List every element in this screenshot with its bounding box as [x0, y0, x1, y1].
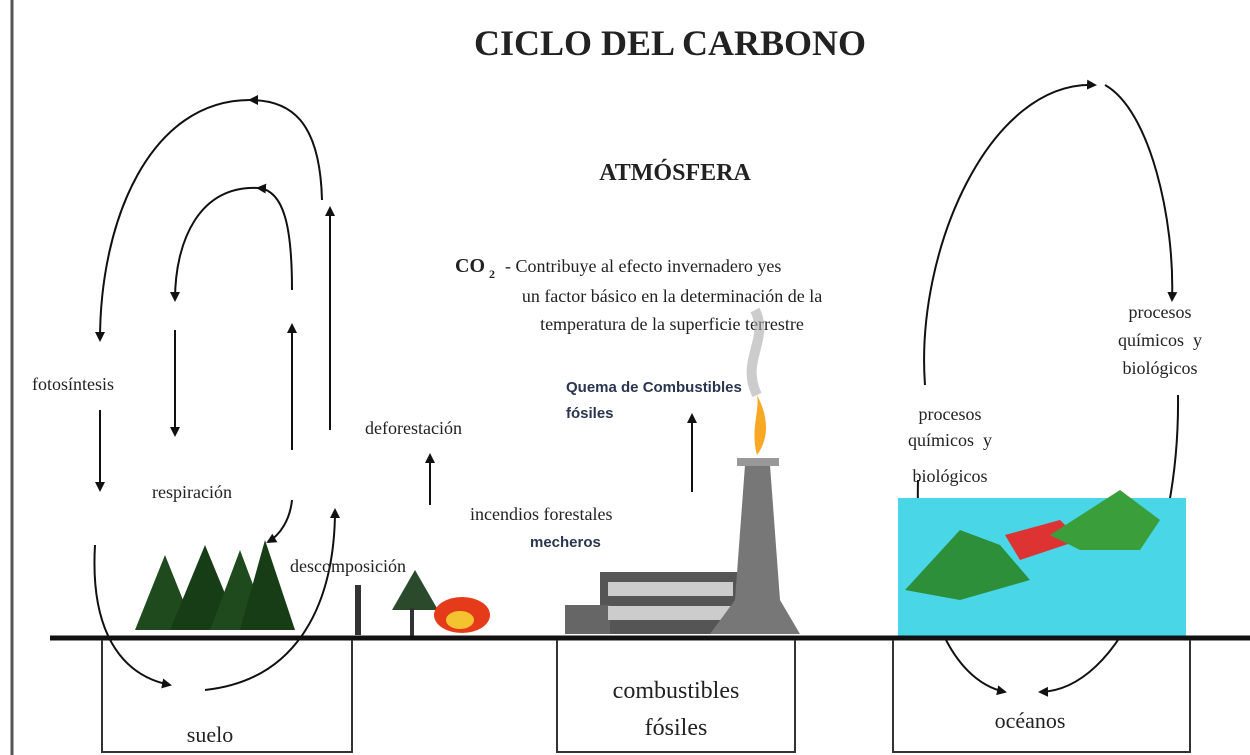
- co2-text: - Contribuye al efecto invernadero yes: [505, 256, 781, 276]
- reservoir-box: [893, 640, 1190, 752]
- fossil-burning-label: Quema de Combustibles: [566, 379, 742, 396]
- processes-label: biológicos: [913, 466, 988, 486]
- carbon-cycle-diagram: CICLO DEL CARBONO ATMÓSFERA CO 2 - Contr…: [0, 0, 1250, 755]
- arrow: [258, 188, 292, 290]
- lighters-label: mecheros: [530, 534, 601, 551]
- fossil-fuels-label: combustibles: [613, 678, 740, 704]
- processes-label: biológicos: [1123, 358, 1198, 378]
- trees: [135, 540, 490, 636]
- fossil-burning-label: fósiles: [566, 405, 614, 422]
- oceans-label: océanos: [995, 708, 1066, 733]
- arrow: [250, 100, 322, 200]
- soil-label: suelo: [187, 722, 233, 747]
- processes-label: químicos y: [908, 430, 992, 450]
- processes-label: procesos: [1129, 302, 1192, 322]
- photosynthesis-label: fotosíntesis: [32, 374, 114, 394]
- title: CICLO DEL CARBONO: [474, 23, 866, 63]
- factory: [565, 310, 800, 634]
- respiration-label: respiración: [152, 482, 232, 502]
- arrow: [100, 100, 250, 340]
- co2-text: temperatura de la superficie terrestre: [540, 314, 804, 334]
- ocean: [898, 490, 1186, 638]
- arrow: [268, 500, 292, 542]
- deforestation-label: deforestación: [365, 418, 462, 438]
- atmosphere-label: ATMÓSFERA: [599, 159, 751, 186]
- co2-formula: CO: [455, 255, 485, 277]
- processes-label: químicos y: [1118, 330, 1202, 350]
- processes-label: procesos: [919, 404, 982, 424]
- co2-text: un factor básico en la determinación de …: [522, 286, 822, 306]
- arrow: [1105, 85, 1172, 300]
- co2-subscript: 2: [489, 267, 495, 281]
- fossil-fuels-label: fósiles: [645, 715, 708, 741]
- decomposition-label: descomposición: [290, 556, 406, 576]
- forest-fires-label: incendios forestales: [470, 504, 612, 524]
- arrow: [175, 188, 258, 300]
- arrow: [924, 85, 1095, 385]
